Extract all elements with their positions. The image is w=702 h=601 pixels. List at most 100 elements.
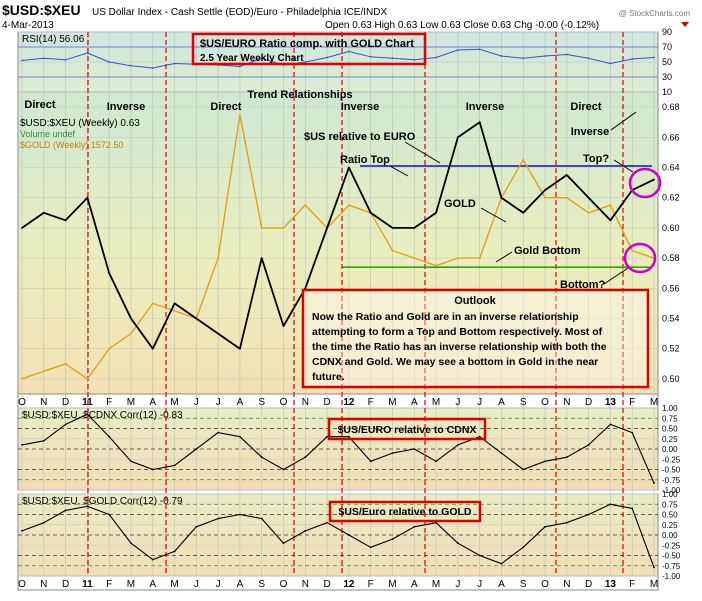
- rsi-line-point: [369, 55, 372, 58]
- gold-corr-line-point: [500, 562, 503, 565]
- gold-line-point: [86, 378, 89, 380]
- corr-label: $USD:$XEU, $CDNX Corr(12) -0.83: [22, 410, 183, 421]
- rsi-line-point: [457, 49, 459, 51]
- chart-symbol: $USD:$XEU: [2, 2, 81, 18]
- price-tick-label: 0.66: [662, 132, 680, 142]
- rsi-line-point: [21, 59, 23, 62]
- bottom-highlight-circle: [623, 242, 657, 274]
- annotation-arrow: [389, 165, 409, 177]
- outlook-box: [301, 288, 650, 389]
- month-label-bottom: N: [563, 579, 570, 590]
- cdnx-corr-line: [21, 413, 655, 484]
- ratio-line-point: [435, 211, 437, 214]
- cdnx-corr-line-point: [391, 452, 394, 454]
- cdnx-corr-line-point: [282, 468, 285, 471]
- month-label-bottom: F: [629, 579, 635, 590]
- cdnx-corr-line-point: [304, 456, 307, 459]
- cdnx-corr-line-point: [565, 456, 568, 459]
- annotation-arrow: [613, 159, 634, 173]
- gold-line-point: [64, 362, 67, 365]
- month-label-top: N: [302, 397, 309, 408]
- rsi-line-point: [42, 57, 45, 60]
- gold-line-point: [435, 264, 437, 267]
- month-label-bottom: S: [520, 579, 527, 590]
- rsi-line-point: [151, 67, 154, 69]
- gold-line-point: [631, 249, 634, 252]
- rsi-line-point: [565, 53, 568, 56]
- cdnx-corr-line-point: [260, 456, 263, 459]
- month-label-bottom: O: [18, 579, 26, 590]
- month-label-bottom: M: [127, 579, 135, 590]
- gold-corr-box-label: $US/Euro relative to GOLD: [338, 506, 471, 518]
- rsi-tick-label: 70: [662, 42, 672, 52]
- rsi-line-point: [500, 55, 503, 57]
- corr-tick-label: 0.00: [662, 531, 678, 540]
- gold-line-point: [587, 211, 590, 214]
- month-label-top: M: [127, 397, 135, 408]
- month-label-bottom: J: [216, 579, 221, 590]
- month-label-bottom: 13: [605, 579, 617, 590]
- price-tick-label: 0.56: [662, 283, 680, 293]
- gold-corr-line-point: [282, 542, 285, 545]
- month-label-bottom: M: [170, 579, 178, 590]
- ratio-line-point: [348, 166, 350, 169]
- rsi-line-point: [239, 65, 241, 68]
- gold-line-point: [217, 257, 220, 259]
- month-label-top: F: [368, 397, 374, 408]
- cdnx-corr-line-point: [369, 460, 372, 463]
- cdnx-corr-line-point: [478, 435, 481, 438]
- month-label-bottom: M: [388, 579, 396, 590]
- ratio-line-point: [587, 196, 590, 199]
- ratio-line-point: [457, 136, 459, 139]
- gold-corr-line-point: [195, 525, 198, 528]
- gold-corr-line-point: [457, 542, 459, 545]
- outlook-line: CDNX and Gold. We may see a bottom in Go…: [312, 356, 598, 368]
- cdnx-corr-line-point: [326, 435, 328, 438]
- month-label-top: N: [40, 397, 47, 408]
- bottom-axis-strip: [17, 575, 659, 591]
- gold-corr-line-point: [130, 542, 132, 545]
- gold-corr-box: [328, 500, 482, 523]
- ratio-line-point: [108, 272, 111, 275]
- month-label-top: O: [280, 397, 288, 408]
- cdnx-corr-line-point: [64, 423, 67, 426]
- price-tick-label: 0.60: [662, 223, 680, 233]
- gold-line: [21, 113, 655, 380]
- outlook-line: future.: [312, 371, 345, 383]
- cdnx-corr-line-point: [544, 460, 546, 463]
- annotation-gold: GOLD: [444, 198, 476, 210]
- month-label-bottom: D: [62, 579, 69, 590]
- ratio-line-point: [369, 211, 372, 214]
- rsi-line-point: [130, 64, 132, 67]
- month-label-bottom: 11: [82, 579, 93, 590]
- annotation-arrow: [610, 111, 637, 131]
- gold-corr-line-point: [587, 513, 590, 516]
- rsi-line-point: [478, 48, 481, 51]
- trend-label: Direct: [210, 101, 242, 113]
- cdnx-corr-line-point: [86, 413, 89, 415]
- rsi-line-point: [173, 62, 176, 65]
- ratio-line-point: [653, 178, 655, 181]
- gold-line-point: [348, 204, 350, 207]
- corr-tick-label: 0.25: [662, 521, 678, 530]
- corr-tick-label: 1.00: [662, 404, 678, 413]
- trend-label: Inverse: [466, 101, 505, 113]
- gold-corr-line-point: [391, 538, 394, 540]
- ratio-line-point: [391, 227, 394, 229]
- chart-description: US Dollar Index - Cash Settle (EOD)/Euro…: [92, 7, 387, 18]
- annotation-arrow: [603, 267, 629, 285]
- ratio-line-point: [326, 227, 328, 229]
- gold-corr-line-point: [108, 513, 111, 516]
- month-label-bottom: S: [258, 579, 265, 590]
- ratio-line-point: [195, 317, 198, 320]
- gold-corr-line-point: [42, 521, 45, 524]
- cdnx-corr-line-point: [435, 460, 437, 463]
- gold-line-point: [413, 257, 416, 259]
- gold-line-point: [304, 204, 307, 207]
- gold-line-point: [260, 227, 263, 229]
- month-label-bottom: M: [432, 579, 440, 590]
- month-label-top: D: [323, 397, 330, 408]
- gold-line-point: [151, 302, 154, 305]
- cdnx-box-label: $US/EURO relative to CDNX: [338, 424, 477, 436]
- month-label-top: O: [541, 397, 549, 408]
